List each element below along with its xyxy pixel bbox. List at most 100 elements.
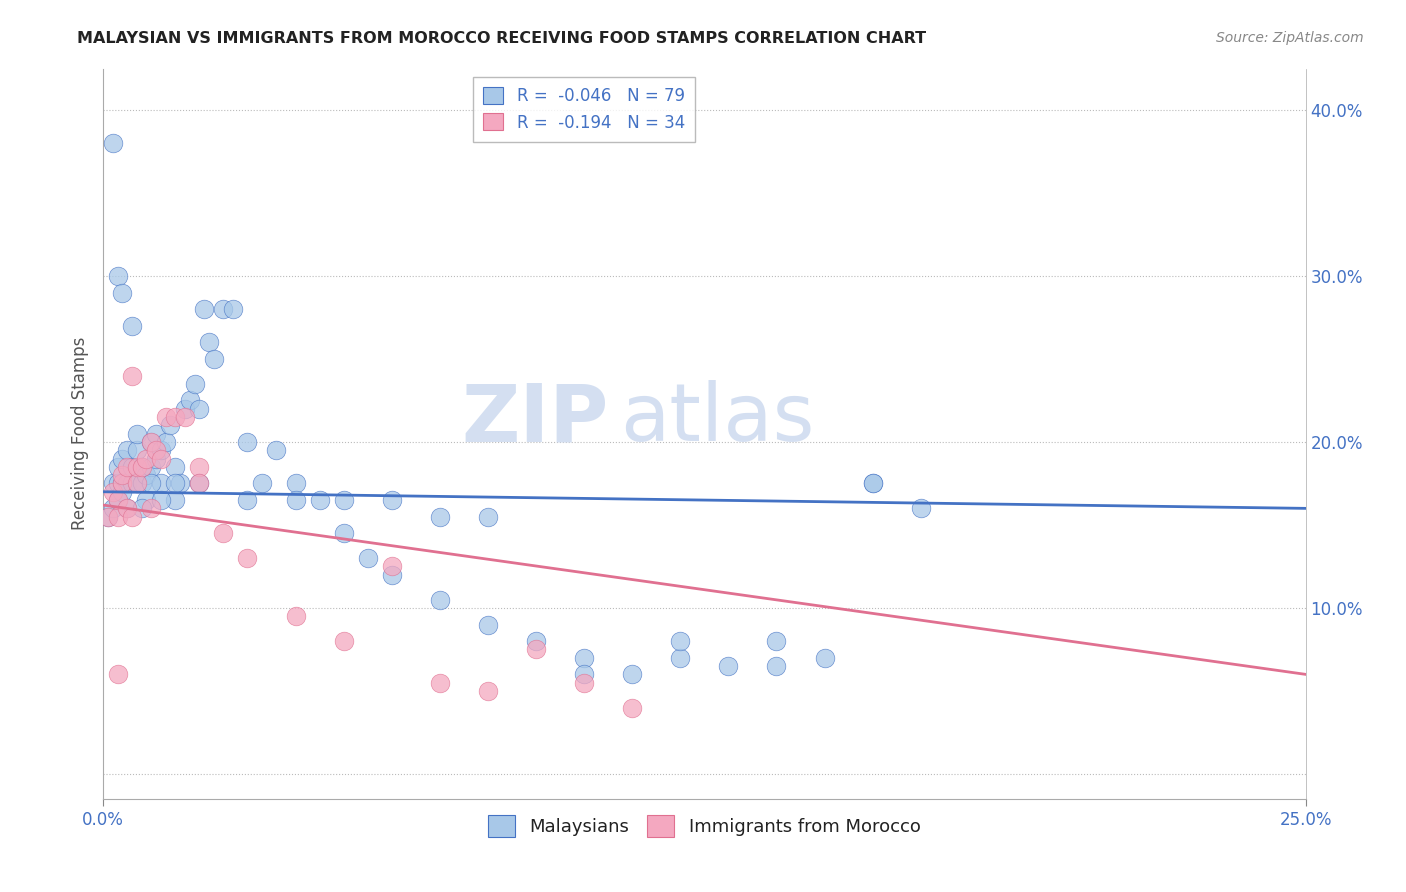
Point: [572, 650, 595, 665]
Point: [165, 459, 187, 474]
Point: [111, 451, 134, 466]
Point: [111, 468, 134, 483]
Point: [236, 551, 259, 566]
Point: [121, 368, 143, 383]
Point: [145, 443, 167, 458]
Point: [381, 559, 404, 574]
Point: [131, 459, 153, 474]
Point: [524, 642, 547, 657]
Point: [332, 493, 354, 508]
Point: [717, 659, 740, 673]
Point: [669, 650, 692, 665]
Point: [165, 410, 187, 425]
Point: [236, 434, 259, 449]
Point: [198, 335, 221, 350]
Point: [429, 509, 451, 524]
Point: [169, 476, 191, 491]
Point: [107, 667, 129, 681]
Point: [165, 493, 187, 508]
Point: [149, 451, 172, 466]
Point: [429, 675, 451, 690]
Point: [264, 443, 287, 458]
Point: [477, 617, 499, 632]
Point: [107, 268, 129, 283]
Point: [111, 476, 134, 491]
Point: [524, 634, 547, 648]
Point: [125, 443, 148, 458]
Point: [183, 376, 205, 391]
Point: [97, 509, 120, 524]
Point: [165, 476, 187, 491]
Point: [125, 476, 148, 491]
Point: [121, 509, 143, 524]
Point: [222, 302, 245, 317]
Point: [115, 501, 138, 516]
Point: [145, 426, 167, 441]
Point: [332, 634, 354, 648]
Point: [141, 476, 163, 491]
Point: [621, 667, 644, 681]
Point: [111, 285, 134, 300]
Point: [115, 443, 138, 458]
Point: [101, 476, 124, 491]
Point: [174, 401, 197, 416]
Point: [125, 459, 148, 474]
Point: [115, 501, 138, 516]
Point: [236, 493, 259, 508]
Point: [308, 493, 330, 508]
Point: [202, 351, 225, 366]
Point: [101, 136, 124, 151]
Point: [111, 484, 134, 499]
Point: [572, 667, 595, 681]
Point: [121, 476, 143, 491]
Point: [125, 476, 148, 491]
Point: [107, 476, 129, 491]
Point: [174, 410, 197, 425]
Point: [101, 501, 124, 516]
Point: [621, 700, 644, 714]
Point: [145, 451, 167, 466]
Point: [115, 476, 138, 491]
Point: [125, 426, 148, 441]
Point: [188, 459, 211, 474]
Point: [381, 567, 404, 582]
Point: [179, 393, 201, 408]
Point: [284, 476, 307, 491]
Point: [149, 443, 172, 458]
Point: [212, 302, 235, 317]
Point: [107, 509, 129, 524]
Point: [155, 434, 177, 449]
Point: [188, 476, 211, 491]
Point: [131, 459, 153, 474]
Point: [141, 434, 163, 449]
Point: [572, 675, 595, 690]
Legend: Malaysians, Immigrants from Morocco: Malaysians, Immigrants from Morocco: [481, 808, 928, 845]
Point: [862, 476, 884, 491]
Y-axis label: Receiving Food Stamps: Receiving Food Stamps: [72, 337, 89, 531]
Text: Source: ZipAtlas.com: Source: ZipAtlas.com: [1216, 31, 1364, 45]
Point: [188, 401, 211, 416]
Text: MALAYSIAN VS IMMIGRANTS FROM MOROCCO RECEIVING FOOD STAMPS CORRELATION CHART: MALAYSIAN VS IMMIGRANTS FROM MOROCCO REC…: [77, 31, 927, 46]
Point: [429, 592, 451, 607]
Point: [669, 634, 692, 648]
Point: [141, 459, 163, 474]
Point: [477, 509, 499, 524]
Point: [141, 501, 163, 516]
Point: [477, 684, 499, 698]
Point: [862, 476, 884, 491]
Point: [149, 476, 172, 491]
Point: [188, 476, 211, 491]
Text: atlas: atlas: [620, 380, 814, 458]
Point: [111, 476, 134, 491]
Point: [115, 459, 138, 474]
Point: [212, 526, 235, 541]
Point: [159, 418, 181, 433]
Point: [97, 509, 120, 524]
Point: [284, 609, 307, 624]
Point: [250, 476, 273, 491]
Point: [135, 451, 157, 466]
Point: [135, 493, 157, 508]
Point: [135, 468, 157, 483]
Point: [332, 526, 354, 541]
Point: [765, 659, 787, 673]
